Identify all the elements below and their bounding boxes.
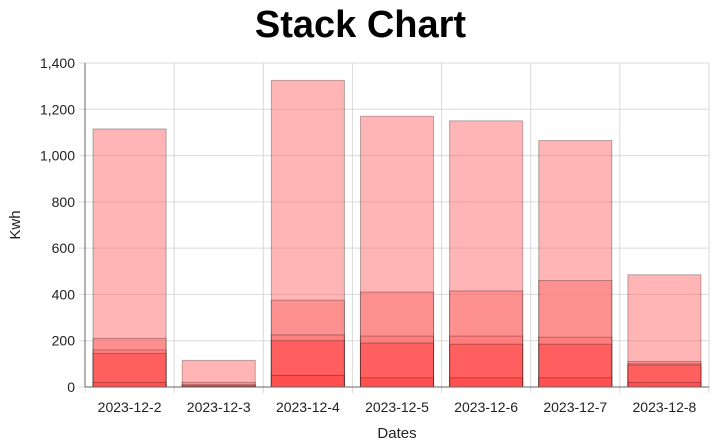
y-tick-label: 800: [52, 194, 76, 210]
bar-series-4-2023-12-4: [270, 374, 345, 388]
y-tick-label: 200: [52, 333, 76, 349]
bar-series-4-2023-12-8: [627, 381, 702, 388]
y-tick-label: 600: [52, 240, 76, 256]
bar-series-3-2023-12-2: [92, 352, 167, 388]
x-tick-label: 2023-12-8: [633, 399, 697, 415]
bar-series-4-2023-12-2: [92, 381, 167, 388]
bar-series-4-2023-12-7: [538, 377, 613, 388]
x-tick-label: 2023-12-4: [276, 399, 340, 415]
y-tick-label: 1,400: [40, 55, 75, 71]
x-tick-label: 2023-12-3: [187, 399, 251, 415]
axes: 0 200 400 600 800 1,000 1,200 1,400 2023-12-2 202…: [40, 55, 709, 415]
y-axis-label: Kwh: [7, 210, 24, 239]
x-axis-label: Dates: [377, 425, 416, 442]
y-tick-label: 1,200: [40, 101, 75, 117]
y-tick-label: 0: [67, 379, 75, 395]
bar-series-4-2023-12-5: [359, 377, 435, 388]
x-tick-label: 2023-12-5: [365, 399, 429, 415]
x-tick-label: 2023-12-7: [543, 399, 607, 415]
y-tick-label: 400: [52, 286, 76, 302]
y-tick-label: 1,000: [40, 148, 75, 164]
bar-series-4-2023-12-6: [449, 377, 524, 388]
x-tick-label: 2023-12-2: [98, 399, 162, 415]
x-tick-label: 2023-12-6: [454, 399, 518, 415]
chart-title: Stack Chart: [254, 4, 467, 46]
